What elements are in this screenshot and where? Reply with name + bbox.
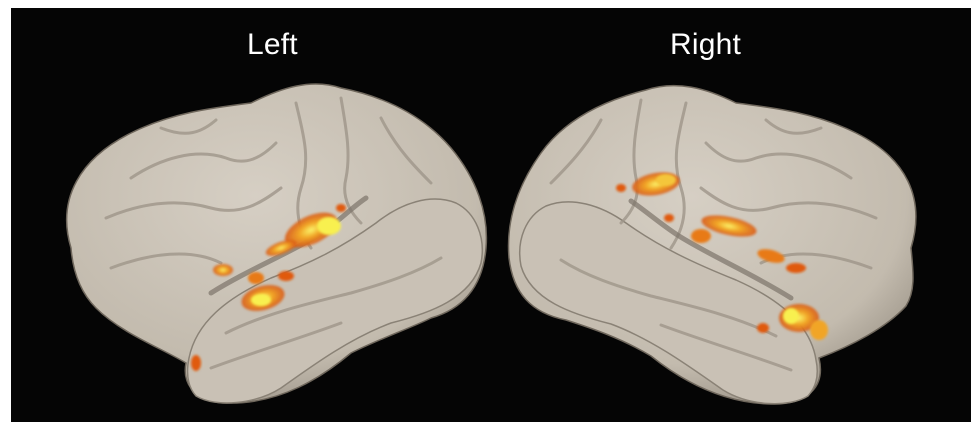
brain-surfaces [66, 83, 917, 405]
brain-figure: Left Right [11, 8, 971, 422]
left-hemisphere-label: Left [247, 28, 298, 61]
left-hemisphere [66, 83, 488, 404]
right-hemisphere [507, 84, 917, 405]
left-activation-clusters [191, 204, 346, 371]
right-hemisphere-label: Right [670, 28, 742, 61]
right-activation-clusters [616, 172, 828, 340]
